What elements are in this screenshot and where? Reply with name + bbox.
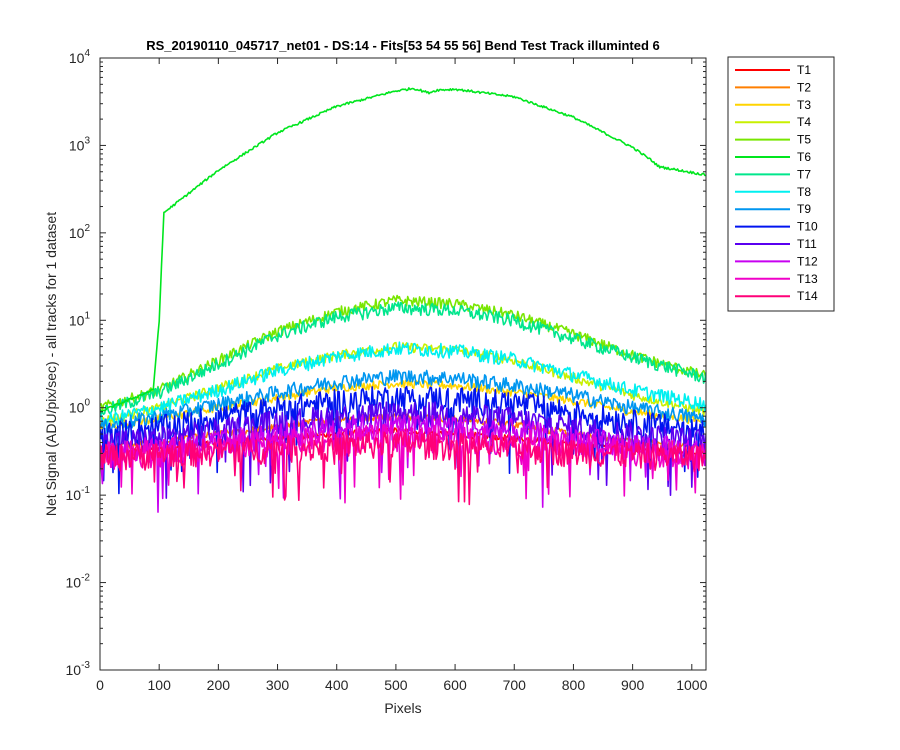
legend-box	[727, 56, 835, 312]
legend-label-t8: T8	[797, 185, 811, 199]
x-tick-label: 900	[621, 677, 645, 693]
legend-label-t12: T12	[797, 254, 818, 268]
plot-area	[100, 58, 706, 670]
y-tick-label: 103	[69, 135, 91, 153]
legend-label-t5: T5	[797, 133, 811, 147]
y-tick-label: 10-2	[66, 573, 91, 591]
series-line-t14	[100, 431, 706, 506]
x-axis-label: Pixels	[384, 700, 421, 716]
legend-label-t1: T1	[797, 63, 811, 77]
legend-label-t4: T4	[797, 115, 811, 129]
x-tick-label: 300	[266, 677, 290, 693]
x-tick-label: 500	[384, 677, 408, 693]
x-tick-label: 600	[443, 677, 467, 693]
legend-label-t3: T3	[797, 98, 811, 112]
x-tick-label: 200	[207, 677, 231, 693]
x-tick-label: 0	[96, 677, 104, 693]
series-line-t6	[100, 87, 706, 412]
y-axis-label: Net Signal (ADU/pix/sec) - all tracks fo…	[43, 212, 59, 516]
x-tick-label: 400	[325, 677, 349, 693]
y-tick-label: 104	[69, 48, 91, 66]
legend-label-t13: T13	[797, 272, 818, 286]
legend: T1 T2 T3 T4 T5 T6 T7 T8 T9 T10 T11 T12 T13 T14	[727, 56, 835, 312]
legend-label-t10: T10	[797, 220, 818, 234]
legend-label-t14: T14	[797, 289, 818, 303]
legend-label-t2: T2	[797, 80, 811, 94]
series-line-t10	[100, 385, 706, 495]
x-tick-label: 100	[148, 677, 172, 693]
series-line-t7	[100, 301, 706, 416]
y-tick-label: 101	[69, 310, 91, 328]
series-line-t12	[100, 413, 706, 513]
x-tick-label: 1000	[676, 677, 707, 693]
y-tick-label: 10-3	[66, 660, 91, 678]
x-tick-label: 800	[562, 677, 586, 693]
x-tick-label: 700	[503, 677, 527, 693]
series-layer	[100, 87, 706, 513]
x-axis: 0 100 200 300 400 500 600 700 800 900 1000	[96, 58, 708, 693]
legend-label-t6: T6	[797, 150, 811, 164]
chart-title: RS_20190110_045717_net01 - DS:14 - Fits[…	[146, 38, 660, 53]
y-axis: 10-3 10-2 10-1 100 101 102 103 104	[66, 48, 706, 678]
y-tick-label: 10-1	[66, 485, 91, 503]
series-line-t9	[100, 369, 706, 434]
legend-label-t9: T9	[797, 202, 811, 216]
plot-frame	[99, 57, 707, 671]
y-tick-label: 100	[69, 398, 91, 416]
legend-label-t7: T7	[797, 167, 811, 181]
legend-label-t11: T11	[797, 237, 817, 251]
y-tick-label: 102	[69, 223, 91, 241]
series-line-t8	[100, 341, 706, 428]
